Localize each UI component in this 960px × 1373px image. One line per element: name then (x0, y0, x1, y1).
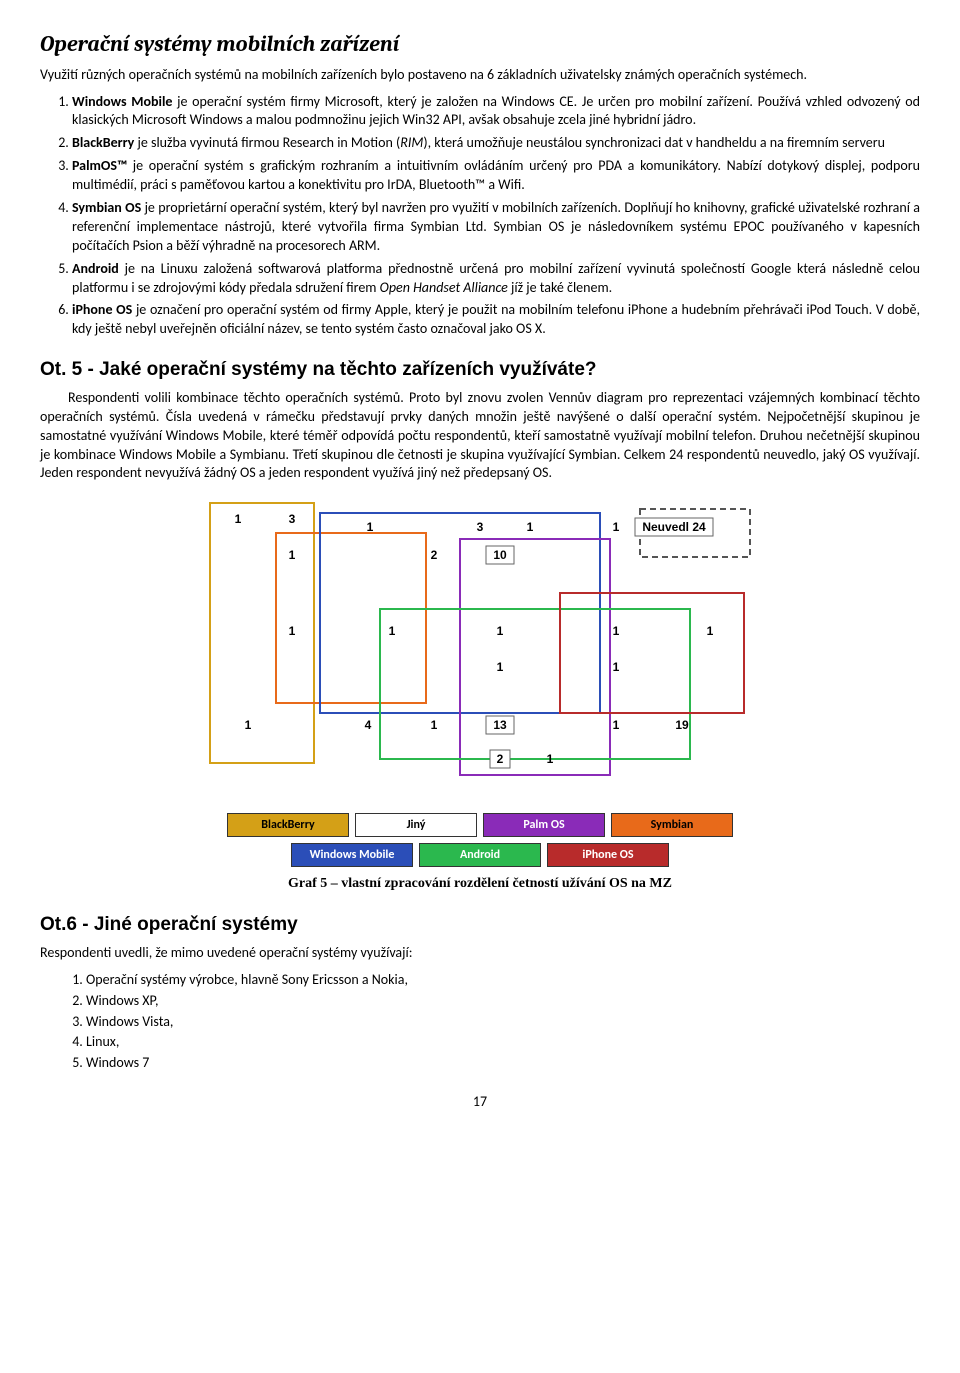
legend-item: Palm OS (483, 813, 605, 837)
legend-item: Android (419, 843, 541, 867)
list-item: Android je na Linuxu založená softwarová… (72, 260, 920, 298)
list-item: iPhone OS je označení pro operační systé… (72, 301, 920, 339)
svg-text:1: 1 (289, 624, 296, 638)
svg-text:Neuvedl 24: Neuvedl 24 (642, 520, 706, 534)
page-number: 17 (40, 1093, 920, 1112)
svg-text:10: 10 (493, 548, 507, 562)
os-name: Android (72, 260, 119, 277)
list-item: Windows Mobile je operační systém firmy … (72, 93, 920, 131)
os-name: BlackBerry (72, 134, 134, 151)
legend-item: Jiný (355, 813, 477, 837)
legend-item: iPhone OS (547, 843, 669, 867)
svg-text:13: 13 (493, 718, 507, 732)
os-name: Windows Mobile (72, 93, 172, 110)
svg-text:1: 1 (389, 624, 396, 638)
question-5-paragraph: Respondenti volili kombinace těchto oper… (40, 389, 920, 483)
legend-item: Symbian (611, 813, 733, 837)
svg-text:1: 1 (613, 520, 620, 534)
venn-diagram: 131311Neuvedl 24121011111111411311921 Bl… (200, 493, 760, 867)
svg-text:4: 4 (365, 718, 372, 732)
svg-text:1: 1 (367, 520, 374, 534)
svg-text:1: 1 (527, 520, 534, 534)
os-desc: jíž je také členem. (508, 279, 612, 296)
intro-paragraph: Využití různých operačních systémů na mo… (40, 66, 920, 85)
os-desc: je označení pro operační systém od firmy… (72, 301, 920, 337)
question-5-heading: Ot. 5 - Jaké operační systémy na těchto … (40, 357, 920, 383)
os-name: Symbian OS (72, 199, 141, 216)
svg-text:3: 3 (289, 512, 296, 526)
os-desc-italic: RIM (400, 134, 423, 151)
list-item: Windows Vista, (86, 1013, 920, 1032)
svg-text:1: 1 (497, 624, 504, 638)
os-desc-italic: Open Handset Alliance (380, 279, 508, 296)
svg-text:1: 1 (235, 512, 242, 526)
os-name: PalmOS™ (72, 157, 127, 174)
svg-text:1: 1 (245, 718, 252, 732)
svg-text:2: 2 (431, 548, 438, 562)
svg-text:3: 3 (477, 520, 484, 534)
legend-item: Windows Mobile (291, 843, 413, 867)
question-6-heading: Ot.6 - Jiné operační systémy (40, 912, 920, 938)
list-item: Windows XP, (86, 992, 920, 1011)
question-6-paragraph: Respondenti uvedli, že mimo uvedené oper… (40, 944, 920, 963)
legend-item: BlackBerry (227, 813, 349, 837)
os-desc: je služba vyvinutá firmou Research in Mo… (134, 134, 400, 151)
list-item: Windows 7 (86, 1054, 920, 1073)
svg-text:1: 1 (497, 660, 504, 674)
os-desc: ), která umožňuje neustálou synchronizac… (423, 134, 885, 151)
svg-text:1: 1 (547, 752, 554, 766)
svg-text:1: 1 (431, 718, 438, 732)
diagram-caption: Graf 5 – vlastní zpracování rozdělení če… (40, 875, 920, 894)
page-heading: Operační systémy mobilních zařízení (40, 30, 920, 60)
venn-svg: 131311Neuvedl 24121011111111411311921 (200, 493, 760, 803)
svg-text:2: 2 (497, 752, 504, 766)
list-item: Symbian OS je proprietární operační syst… (72, 199, 920, 256)
os-list: Windows Mobile je operační systém firmy … (40, 93, 920, 340)
list-item: Linux, (86, 1033, 920, 1052)
other-os-list: Operační systémy výrobce, hlavně Sony Er… (40, 971, 920, 1073)
os-desc: je operační systém s grafickým rozhraním… (72, 157, 920, 193)
list-item: PalmOS™ je operační systém s grafickým r… (72, 157, 920, 195)
os-desc: je proprietární operační systém, který b… (72, 199, 920, 254)
svg-text:1: 1 (613, 718, 620, 732)
svg-text:19: 19 (675, 718, 689, 732)
svg-text:1: 1 (613, 624, 620, 638)
svg-text:1: 1 (613, 660, 620, 674)
os-desc: je operační systém firmy Microsoft, kter… (72, 93, 920, 129)
svg-text:1: 1 (707, 624, 714, 638)
svg-text:1: 1 (289, 548, 296, 562)
list-item: BlackBerry je služba vyvinutá firmou Res… (72, 134, 920, 153)
legend: BlackBerryJinýPalm OSSymbian Windows Mobi… (200, 813, 760, 867)
os-name: iPhone OS (72, 301, 132, 318)
list-item: Operační systémy výrobce, hlavně Sony Er… (86, 971, 920, 990)
